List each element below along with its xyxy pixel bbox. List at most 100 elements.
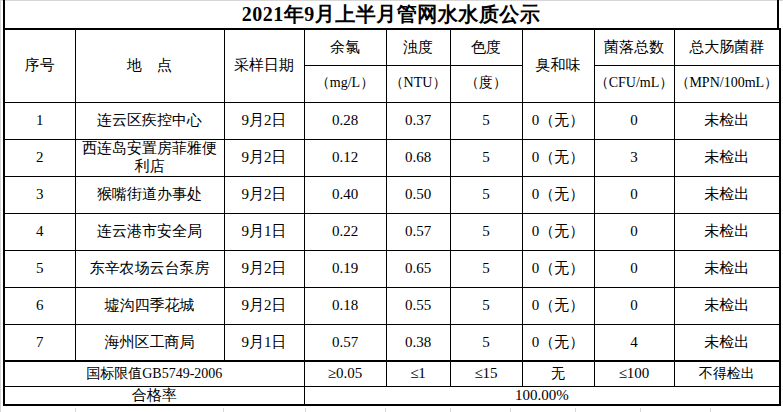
cell-colony: 0: [594, 250, 674, 287]
table-row: 5 东辛农场云台泵房 9月2日 0.19 0.65 5 0（无） 0 未检出: [4, 250, 780, 287]
cell-odor: 0（无）: [522, 139, 594, 176]
cell-coliform: 未检出: [674, 324, 780, 361]
national-limit-row: 国标限值GB5749-2006 ≥0.05 ≤1 ≤15 无 ≤100 不得检出: [4, 361, 780, 386]
cell-date: 9月1日: [224, 324, 304, 361]
header-row: 序号 地 点 采样日期 余氯 浊度 色度 臭和味 菌落总数 总大肠菌群: [4, 29, 780, 65]
cell-chroma: 5: [450, 176, 522, 213]
cell-odor: 0（无）: [522, 213, 594, 250]
pass-rate-label: 合格率: [4, 386, 304, 405]
cell-index: 3: [4, 176, 75, 213]
pass-rate-value: 100.00%: [304, 386, 780, 405]
cell-date: 9月2日: [224, 139, 304, 176]
table-row: 2 西连岛安置房菲雅便利店 9月2日 0.12 0.68 5 0（无） 3 未检…: [4, 139, 780, 176]
notice-sheet: 2021年9月上半月管网水水质公示 序号 地 点 采样日期 余氯 浊度 色度 臭…: [3, 0, 779, 406]
limit-odor: 无: [522, 361, 594, 386]
cell-location: 猴嘴街道办事处: [75, 176, 224, 213]
water-quality-table: 序号 地 点 采样日期 余氯 浊度 色度 臭和味 菌落总数 总大肠菌群 （mg/…: [3, 28, 781, 406]
col-unit-residual-chlorine: （mg/L）: [304, 65, 386, 102]
sheet-gridline-stub: [640, 408, 641, 412]
col-header-residual-chlorine: 余氯: [304, 29, 386, 65]
limit-chlorine: ≥0.05: [304, 361, 386, 386]
water-quality-notice: 2021年9月上半月管网水水质公示 序号 地 点 采样日期 余氯 浊度 色度 臭…: [0, 0, 783, 412]
cell-coliform: 未检出: [674, 250, 780, 287]
col-header-chroma: 色度: [450, 29, 522, 65]
cell-index: 5: [4, 250, 75, 287]
cell-location: 连云区疾控中心: [75, 102, 224, 139]
cell-date: 9月1日: [224, 213, 304, 250]
cell-chlorine: 0.22: [304, 213, 386, 250]
cell-location: 海州区工商局: [75, 324, 224, 361]
cell-turbidity: 0.65: [386, 250, 450, 287]
cell-location: 东辛农场云台泵房: [75, 250, 224, 287]
cell-colony: 0: [594, 287, 674, 324]
cell-chlorine: 0.12: [304, 139, 386, 176]
limit-chroma: ≤15: [450, 361, 522, 386]
col-header-odor: 臭和味: [522, 29, 594, 102]
sheet-gridline-stub: [385, 408, 386, 412]
col-unit-turbidity: （NTU）: [386, 65, 450, 102]
limit-coliform: 不得检出: [674, 361, 780, 386]
col-header-coliform: 总大肠菌群: [674, 29, 780, 65]
sheet-gridline-stub: [305, 408, 306, 412]
cell-date: 9月2日: [224, 102, 304, 139]
col-header-colony-count: 菌落总数: [594, 29, 674, 65]
cell-index: 6: [4, 287, 75, 324]
limit-label: 国标限值GB5749-2006: [4, 361, 304, 386]
cell-chroma: 5: [450, 102, 522, 139]
cell-odor: 0（无）: [522, 250, 594, 287]
sheet-gridline-stub: [450, 408, 451, 412]
cell-location: 连云港市安全局: [75, 213, 224, 250]
cell-chlorine: 0.57: [304, 324, 386, 361]
cell-turbidity: 0.57: [386, 213, 450, 250]
col-unit-chroma: （度）: [450, 65, 522, 102]
cell-turbidity: 0.50: [386, 176, 450, 213]
col-header-turbidity: 浊度: [386, 29, 450, 65]
cell-turbidity: 0.55: [386, 287, 450, 324]
col-unit-coliform: （MPN/100mL）: [674, 65, 780, 102]
table-row: 6 墟沟四季花城 9月2日 0.18 0.55 5 0（无） 0 未检出: [4, 287, 780, 324]
cell-coliform: 未检出: [674, 287, 780, 324]
cell-index: 1: [4, 102, 75, 139]
cell-coliform: 未检出: [674, 102, 780, 139]
cell-odor: 0（无）: [522, 287, 594, 324]
col-unit-colony-count: （CFU/mL）: [594, 65, 674, 102]
cell-coliform: 未检出: [674, 176, 780, 213]
cell-turbidity: 0.38: [386, 324, 450, 361]
cell-coliform: 未检出: [674, 213, 780, 250]
table-row: 4 连云港市安全局 9月1日 0.22 0.57 5 0（无） 0 未检出: [4, 213, 780, 250]
cell-chlorine: 0.40: [304, 176, 386, 213]
cell-chroma: 5: [450, 213, 522, 250]
cell-odor: 0（无）: [522, 102, 594, 139]
limit-colony: ≤100: [594, 361, 674, 386]
cell-odor: 0（无）: [522, 176, 594, 213]
cell-chroma: 5: [450, 324, 522, 361]
sheet-gridline-stub: [223, 408, 224, 412]
table-row: 7 海州区工商局 9月1日 0.57 0.38 5 0（无） 4 未检出: [4, 324, 780, 361]
cell-date: 9月2日: [224, 287, 304, 324]
cell-date: 9月2日: [224, 176, 304, 213]
cell-colony: 0: [594, 213, 674, 250]
cell-chlorine: 0.19: [304, 250, 386, 287]
limit-turbidity: ≤1: [386, 361, 450, 386]
cell-chroma: 5: [450, 139, 522, 176]
cell-chlorine: 0.28: [304, 102, 386, 139]
cell-colony: 3: [594, 139, 674, 176]
col-header-sample-date: 采样日期: [224, 29, 304, 102]
cell-date: 9月2日: [224, 250, 304, 287]
cell-location: 西连岛安置房菲雅便利店: [75, 139, 224, 176]
col-header-location: 地 点: [75, 29, 224, 102]
cell-colony: 0: [594, 102, 674, 139]
cell-coliform: 未检出: [674, 139, 780, 176]
table-row: 3 猴嘴街道办事处 9月2日 0.40 0.50 5 0（无） 0 未检出: [4, 176, 780, 213]
sheet-gridline-stub: [75, 408, 76, 412]
cell-odor: 0（无）: [522, 324, 594, 361]
cell-chroma: 5: [450, 287, 522, 324]
sheet-gridline-stub: [510, 408, 511, 412]
cell-location: 墟沟四季花城: [75, 287, 224, 324]
cell-chlorine: 0.18: [304, 287, 386, 324]
sheet-gridline-stub: [710, 408, 711, 412]
table-row: 1 连云区疾控中心 9月2日 0.28 0.37 5 0（无） 0 未检出: [4, 102, 780, 139]
sheet-gridline-left: [0, 0, 1, 412]
cell-turbidity: 0.37: [386, 102, 450, 139]
cell-turbidity: 0.68: [386, 139, 450, 176]
